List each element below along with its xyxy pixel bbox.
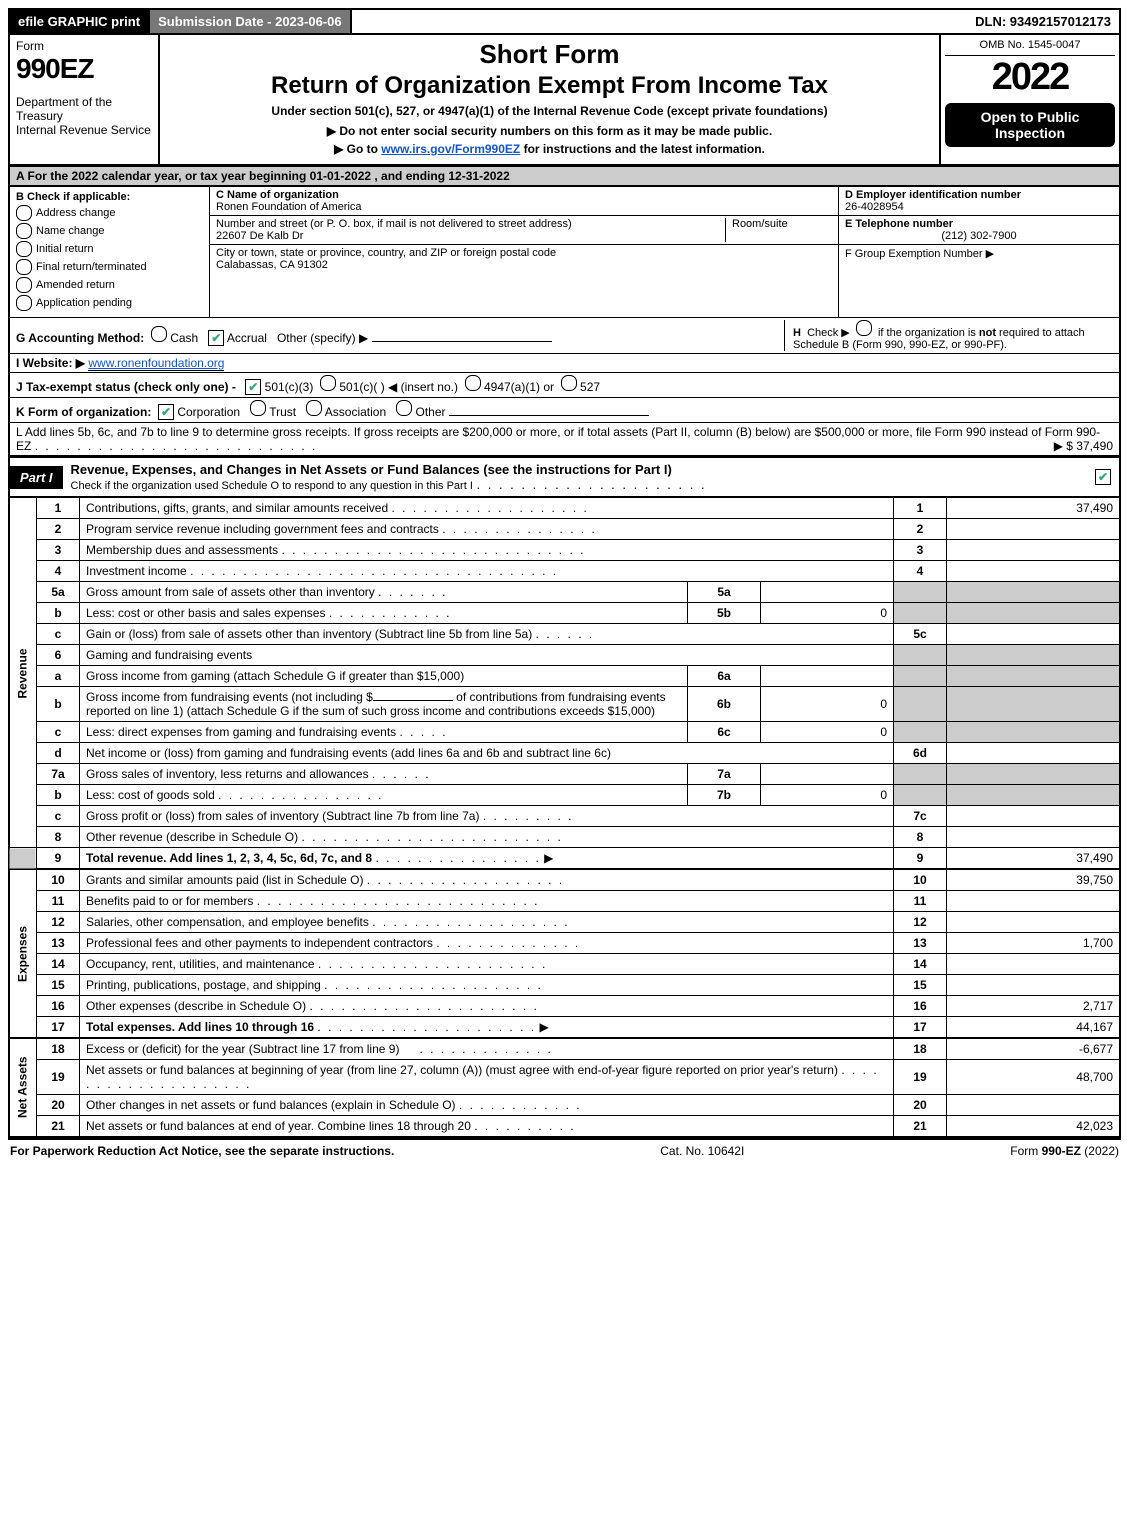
org-name: Ronen Foundation of America: [216, 201, 832, 213]
header-left-col: Form 990EZ Department of the Treasury In…: [10, 35, 160, 164]
part1-header: Part I Revenue, Expenses, and Changes in…: [8, 457, 1121, 498]
footer-catno: Cat. No. 10642I: [660, 1144, 744, 1158]
submission-date: Submission Date - 2023-06-06: [148, 10, 352, 33]
instr2-pre: ▶ Go to: [334, 142, 381, 156]
line-1-amount: 37,490: [947, 498, 1121, 519]
section-d-ein: D Employer identification number 26-4028…: [839, 187, 1119, 317]
org-street: 22607 De Kalb Dr: [216, 230, 725, 242]
section-k-form-org: K Form of organization: ✔ Corporation Tr…: [8, 398, 1121, 423]
cb-initial-return[interactable]: [16, 241, 32, 257]
part1-label: Part I: [10, 466, 63, 489]
form-label: Form: [16, 39, 152, 53]
side-label-revenue: Revenue: [9, 498, 37, 848]
cb-final-return[interactable]: [16, 259, 32, 275]
irs-label: Internal Revenue Service: [16, 123, 152, 137]
section-j-tax-exempt: J Tax-exempt status (check only one) - ✔…: [8, 373, 1121, 398]
cb-address-change[interactable]: [16, 205, 32, 221]
irs-link[interactable]: www.irs.gov/Form990EZ: [381, 142, 520, 156]
open-public-badge: Open to Public Inspection: [945, 103, 1115, 147]
section-b-label: B Check if applicable:: [16, 191, 203, 203]
cb-association[interactable]: [306, 400, 322, 416]
line-17-total-expenses: 44,167: [947, 1017, 1121, 1039]
cb-amended-return[interactable]: [16, 277, 32, 293]
lines-table: Revenue 1Contributions, gifts, grants, a…: [8, 498, 1121, 1138]
section-h: H Check ▶ if the organization is not req…: [784, 320, 1113, 351]
info-grid: B Check if applicable: Address change Na…: [8, 187, 1121, 317]
header-right-col: OMB No. 1545-0047 2022 Open to Public In…: [939, 35, 1119, 164]
footer-formref: Form 990-EZ (2022): [1010, 1144, 1119, 1158]
cb-schedule-b[interactable]: [856, 320, 872, 336]
line-10-amount: 39,750: [947, 869, 1121, 891]
line-9-total-revenue: 37,490: [947, 848, 1121, 870]
line-13-amount: 1,700: [947, 933, 1121, 954]
line-21-amount: 42,023: [947, 1116, 1121, 1138]
phone-label: E Telephone number: [845, 218, 1113, 230]
part1-title: Revenue, Expenses, and Changes in Net As…: [63, 458, 1087, 496]
line-18-amount: -6,677: [947, 1038, 1121, 1060]
cb-501c[interactable]: [320, 375, 336, 391]
c-city-label: City or town, state or province, country…: [216, 247, 832, 259]
cb-application-pending[interactable]: [16, 295, 32, 311]
ein-label: D Employer identification number: [845, 189, 1113, 201]
efile-print-label[interactable]: efile GRAPHIC print: [10, 10, 148, 33]
phone-value: (212) 302-7900: [845, 230, 1113, 242]
cb-trust[interactable]: [250, 400, 266, 416]
top-bar: efile GRAPHIC print Submission Date - 20…: [8, 8, 1121, 35]
dln-number: DLN: 93492157012173: [967, 10, 1119, 33]
title-return: Return of Organization Exempt From Incom…: [168, 72, 931, 100]
part1-schedule-o-check[interactable]: ✔: [1095, 469, 1111, 485]
footer-paperwork: For Paperwork Reduction Act Notice, see …: [10, 1144, 394, 1158]
gross-receipts-amount: ▶ $ 37,490: [1054, 439, 1113, 453]
section-a-taxyear: A For the 2022 calendar year, or tax yea…: [8, 166, 1121, 187]
room-suite-label: Room/suite: [725, 218, 832, 242]
cb-527[interactable]: [561, 375, 577, 391]
section-i-website: I Website: ▶ www.ronenfoundation.org: [8, 354, 1121, 373]
section-g-accounting: G Accounting Method: Cash ✔ Accrual Othe…: [16, 326, 776, 346]
website-link[interactable]: www.ronenfoundation.org: [88, 356, 224, 371]
side-label-expenses: Expenses: [9, 869, 37, 1038]
tax-year: 2022: [945, 56, 1115, 99]
cb-cash[interactable]: [151, 326, 167, 342]
c-name-label: C Name of organization: [216, 189, 832, 201]
instruction-no-ssn: ▶ Do not enter social security numbers o…: [168, 124, 931, 138]
page-footer: For Paperwork Reduction Act Notice, see …: [8, 1138, 1121, 1162]
cb-4947[interactable]: [465, 375, 481, 391]
cb-other-org[interactable]: [396, 400, 412, 416]
title-short-form: Short Form: [168, 39, 931, 70]
c-street-label: Number and street (or P. O. box, if mail…: [216, 218, 725, 230]
dept-label: Department of the Treasury: [16, 95, 152, 123]
instruction-goto: ▶ Go to www.irs.gov/Form990EZ for instru…: [168, 142, 931, 156]
section-c-org: C Name of organization Ronen Foundation …: [210, 187, 839, 317]
f-group-exemption: F Group Exemption Number ▶: [845, 247, 1113, 260]
instr2-post: for instructions and the latest informat…: [520, 142, 765, 156]
cb-accrual[interactable]: ✔: [208, 330, 224, 346]
cb-501c3[interactable]: ✔: [245, 379, 261, 395]
section-l-gross-receipts: L Add lines 5b, 6c, and 7b to line 9 to …: [8, 423, 1121, 457]
omb-number: OMB No. 1545-0047: [945, 39, 1115, 56]
section-b-checkboxes: B Check if applicable: Address change Na…: [10, 187, 210, 317]
cb-corporation[interactable]: ✔: [158, 404, 174, 420]
form-number: 990EZ: [16, 53, 152, 85]
header-center-col: Short Form Return of Organization Exempt…: [160, 35, 939, 164]
form-header: Form 990EZ Department of the Treasury In…: [8, 35, 1121, 166]
cb-name-change[interactable]: [16, 223, 32, 239]
org-city: Calabassas, CA 91302: [216, 259, 832, 271]
side-label-net-assets: Net Assets: [9, 1038, 37, 1137]
line-19-amount: 48,700: [947, 1060, 1121, 1095]
subtitle-section: Under section 501(c), 527, or 4947(a)(1)…: [168, 104, 931, 118]
line-16-amount: 2,717: [947, 996, 1121, 1017]
ein-value: 26-4028954: [845, 201, 1113, 213]
